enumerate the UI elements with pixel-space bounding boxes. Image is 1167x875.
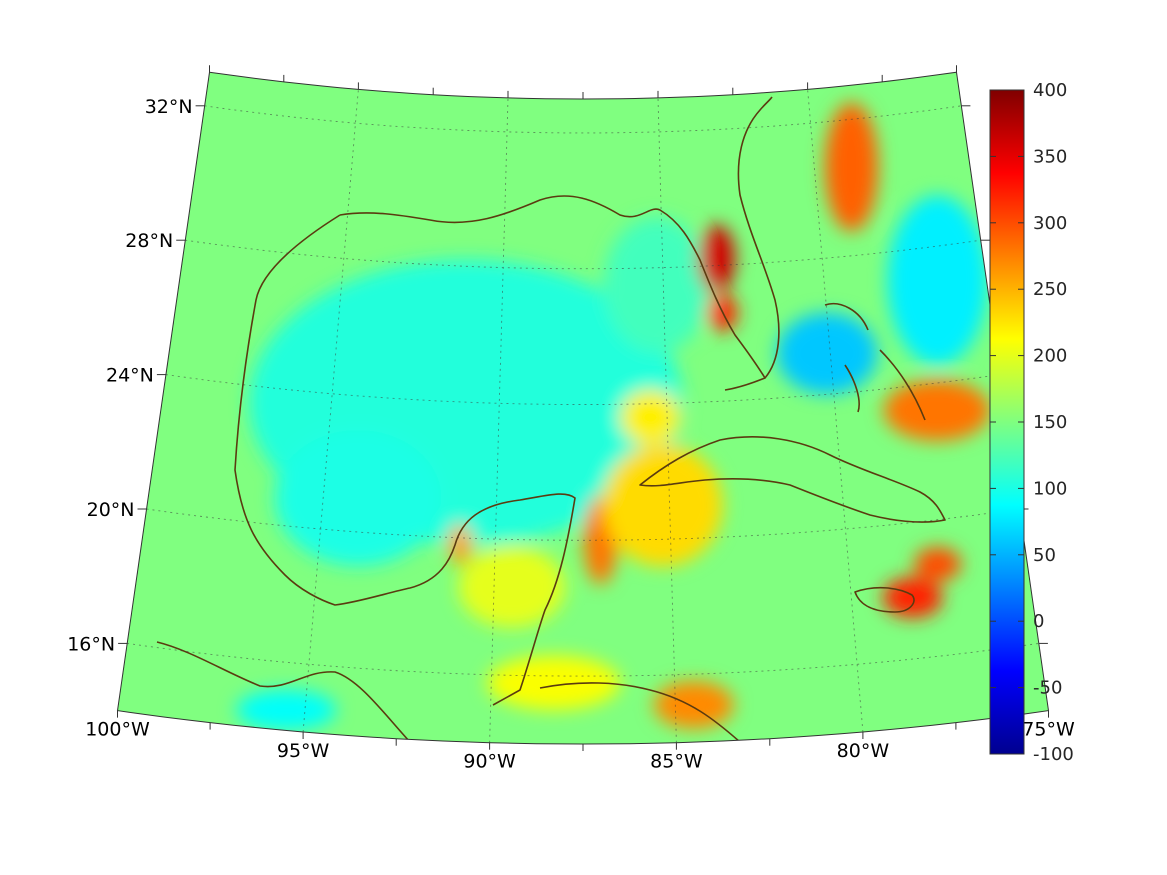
field-yucatan-land-high: [458, 546, 566, 628]
colorbar: 400 350 300 250 200 150 100 50 0 -50 -100: [989, 80, 1074, 765]
lon-tick-label: 85°W: [650, 751, 703, 773]
colorbar-tick-label: 400: [1033, 80, 1067, 101]
parallel-line: [204, 105, 962, 134]
colorbar-tick-label: 250: [1033, 279, 1067, 300]
lat-tick-label: 28°N: [125, 230, 173, 252]
field-honduras-high: [653, 681, 734, 729]
field-pacific-low: [236, 689, 337, 731]
map-area: [117, 72, 1049, 744]
field-loop-current-high: [620, 390, 681, 445]
colorbar-tick-label: 350: [1033, 146, 1067, 167]
colorbar-tick-label: -100: [1033, 744, 1074, 765]
coastline-jamaica: [854, 586, 915, 613]
field-west-florida-shelf: [603, 216, 711, 353]
field-jamaica-high-north: [914, 547, 962, 582]
lon-tick-labels: 100°W 95°W 90°W 85°W 80°W 75°W: [85, 719, 1075, 773]
field-gulf-southwest: [274, 430, 442, 566]
field-jamaica-high-west: [882, 577, 943, 618]
colorbar-tick-label: 200: [1033, 346, 1067, 367]
colorbar-tick-label: 150: [1033, 412, 1067, 433]
colorbar-tick-label: 100: [1033, 478, 1067, 499]
coastline-florida-east: [737, 96, 780, 379]
lat-tick-label: 32°N: [145, 96, 193, 118]
coastline-cuba: [639, 436, 946, 523]
field-guatemala-land-high: [487, 655, 621, 710]
field-bahamas-high: [883, 379, 991, 441]
coastline-central-america: [539, 682, 741, 743]
colorbar-tick-label: -50: [1033, 678, 1062, 699]
parallel-line: [127, 642, 1039, 677]
field-tampa-bay-high: [698, 224, 736, 293]
graticule: [117, 72, 1049, 743]
field-cayman-high: [602, 444, 723, 567]
coastline-pacific: [156, 641, 411, 743]
lon-tick-label: 80°W: [837, 740, 890, 762]
colorbar-tick-label: 50: [1033, 545, 1056, 566]
field-georgia-offshore-high: [824, 102, 879, 232]
coastline-bahamas: [824, 303, 926, 421]
lon-tick-label: 95°W: [277, 740, 330, 762]
lat-tick-label: 20°N: [87, 499, 135, 521]
colorbar-ticks: 400 350 300 250 200 150 100 50 0 -50 -100: [990, 80, 1074, 765]
data-field: [236, 102, 991, 731]
lat-tick-label: 24°N: [106, 365, 154, 387]
lat-tick-label: 16°N: [67, 633, 115, 655]
lon-tick-label: 100°W: [85, 719, 150, 741]
lon-tick-label: 90°W: [463, 751, 516, 773]
colorbar-tick-label: 0: [1033, 611, 1044, 632]
lat-tick-labels: 32°N 28°N 24°N 20°N 16°N: [67, 96, 192, 656]
coastline-north-gulf: [339, 195, 766, 391]
parallel-line: [185, 239, 981, 270]
parallel-line: [146, 508, 1020, 541]
lon-tick-label: 75°W: [1022, 719, 1075, 741]
field-campeche-high: [448, 524, 472, 565]
coastline-gulf: [234, 214, 576, 706]
coastline: [156, 96, 946, 743]
colorbar-tick-label: 300: [1033, 213, 1067, 234]
field-atlantic-east-low: [887, 195, 988, 366]
field-florida-straits-low: [776, 312, 878, 395]
parallel-line: [165, 374, 1001, 405]
